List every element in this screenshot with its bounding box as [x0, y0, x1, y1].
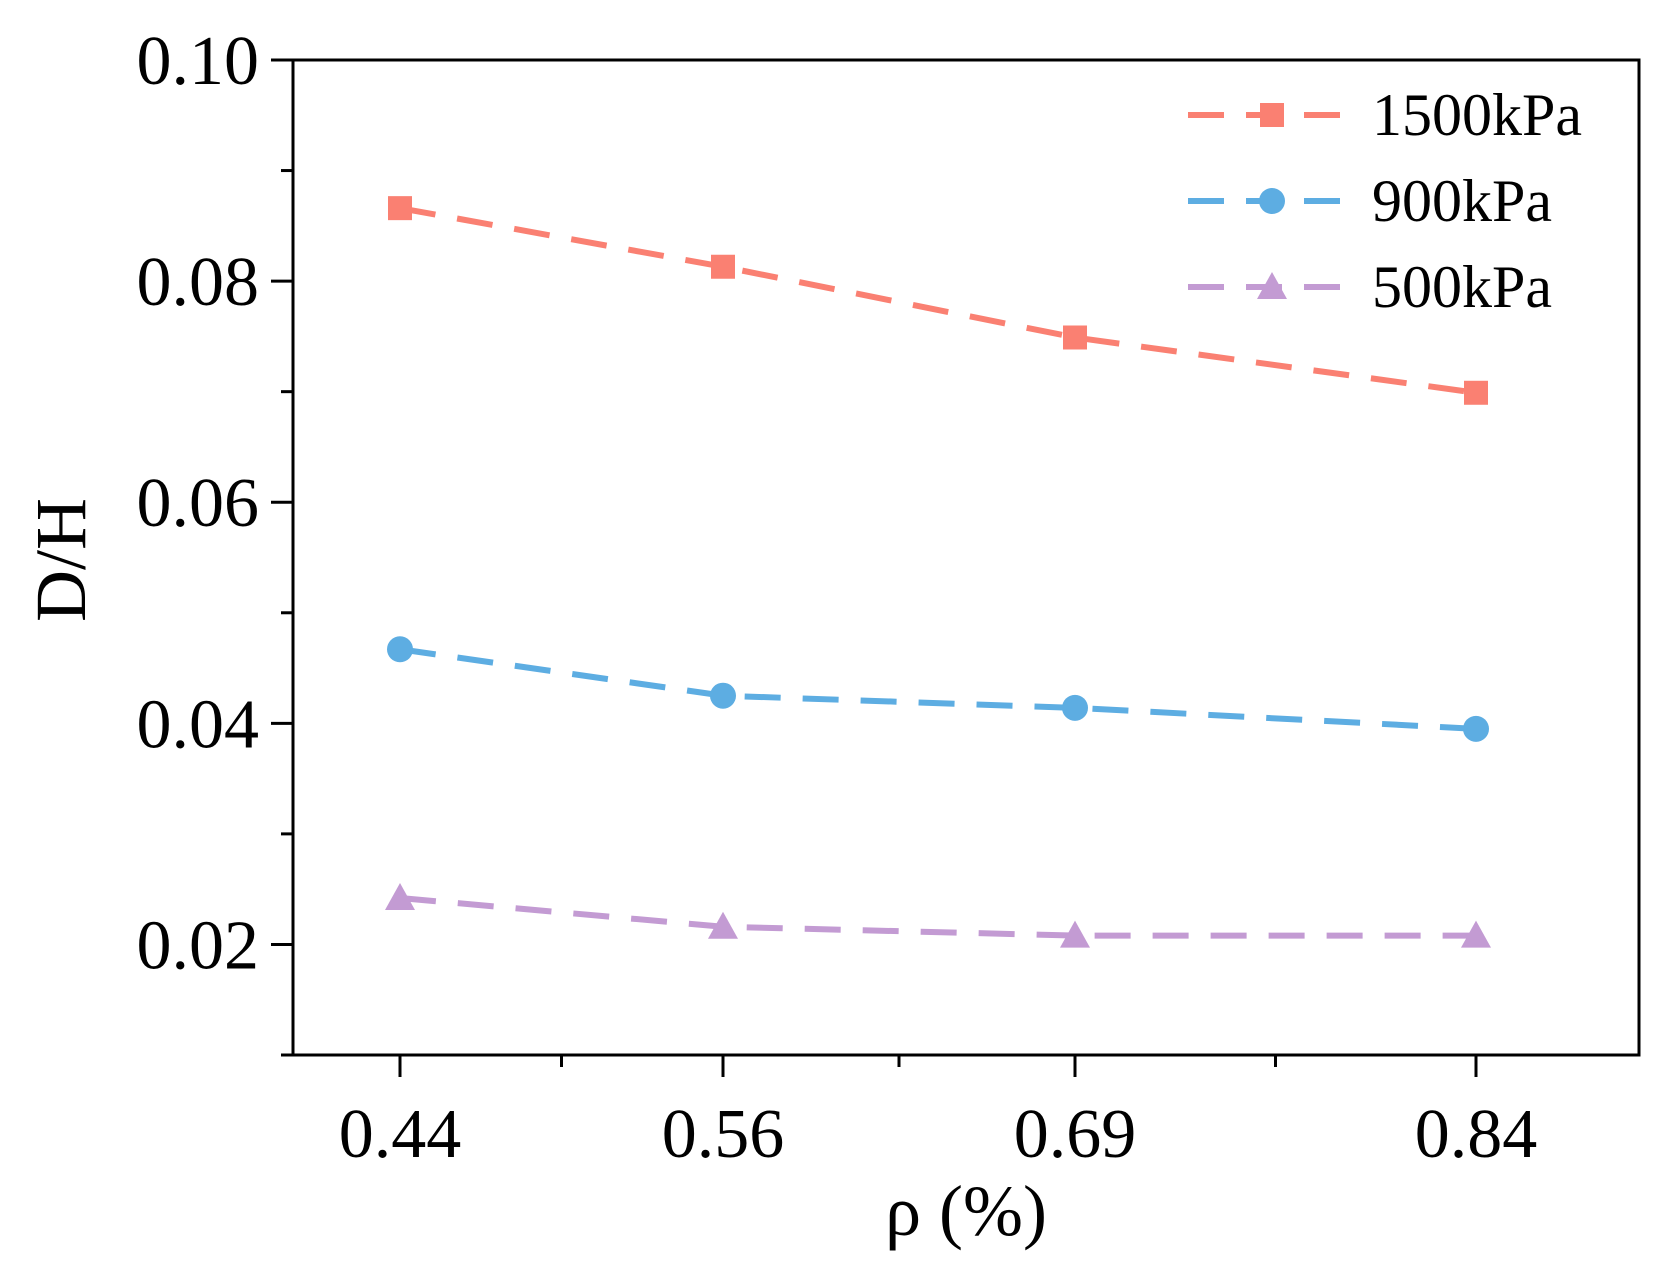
data-point [1062, 694, 1088, 721]
legend-item: 1500kPa [1188, 82, 1582, 148]
data-point [1063, 325, 1087, 350]
data-point [388, 196, 412, 221]
data-point [1463, 715, 1489, 742]
legend-item: 900kPa [1188, 168, 1552, 234]
series-layer [385, 196, 1491, 948]
data-point [711, 254, 735, 279]
data-point [385, 883, 415, 911]
y-axis: 0.02 0.04 0.06 0.08 0.10 [137, 23, 293, 1057]
x-axis: 0.44 0.56 0.69 0.84 [339, 1055, 1538, 1173]
legend-item: 500kPa [1188, 254, 1552, 320]
legend-marker [1257, 272, 1287, 299]
x-tick-label: 0.69 [1014, 1096, 1137, 1173]
legend-marker [1260, 103, 1284, 127]
legend-label: 1500kPa [1372, 82, 1582, 148]
legend-label: 500kPa [1372, 254, 1552, 320]
legend: 1500kPa 900kPa 500kPa [1188, 82, 1582, 320]
data-point [1461, 920, 1491, 948]
series-line [399, 646, 1477, 732]
data-point [387, 636, 413, 663]
series-500kPa [385, 883, 1491, 948]
data-point [710, 682, 736, 709]
legend-label: 900kPa [1372, 168, 1552, 234]
x-tick-label: 0.84 [1415, 1096, 1538, 1173]
series-1500kPa [388, 196, 1488, 405]
series-900kPa [387, 636, 1489, 742]
data-point [708, 911, 738, 939]
y-tick-label: 0.08 [137, 244, 260, 321]
y-tick-label: 0.02 [137, 907, 260, 984]
y-axis-title: D/H [21, 498, 101, 622]
x-tick-label: 0.56 [662, 1096, 785, 1173]
x-axis-title: ρ (%) [885, 1171, 1047, 1251]
plot-frame [291, 58, 1641, 1057]
series-line [399, 895, 1476, 939]
y-tick-label: 0.04 [137, 686, 260, 763]
y-tick-label: 0.10 [137, 23, 260, 100]
data-point [1060, 920, 1090, 948]
y-tick-label: 0.06 [137, 465, 260, 542]
x-tick-label: 0.44 [339, 1096, 462, 1173]
legend-marker [1259, 188, 1285, 214]
data-point [1464, 380, 1488, 405]
series-line [399, 205, 1477, 396]
